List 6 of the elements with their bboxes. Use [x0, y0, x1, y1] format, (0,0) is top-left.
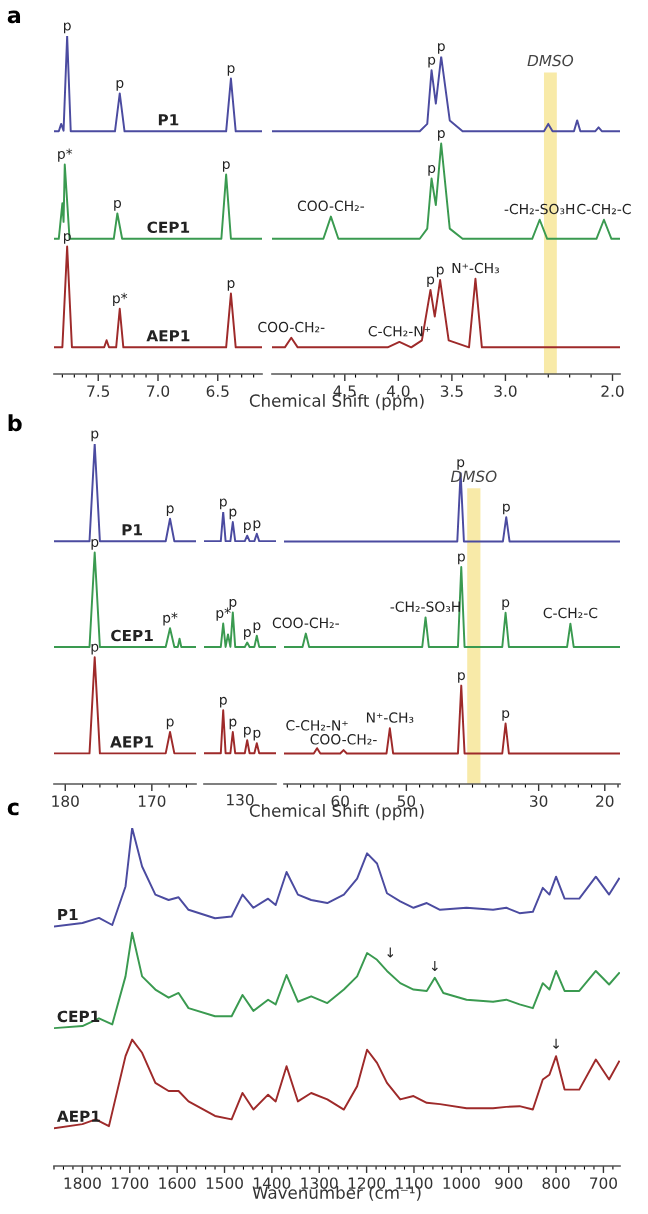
x-axis-title: Wavenumber (cm⁻¹) — [252, 1186, 421, 1201]
chart-title: a — [7, 10, 21, 24]
x-axis-title: Chemical Shift (ppm) — [249, 394, 424, 411]
chart-title: c — [7, 802, 19, 816]
chart-title: b — [8, 414, 22, 432]
x-axis-title: Chemical Shift (ppm) — [249, 804, 424, 821]
